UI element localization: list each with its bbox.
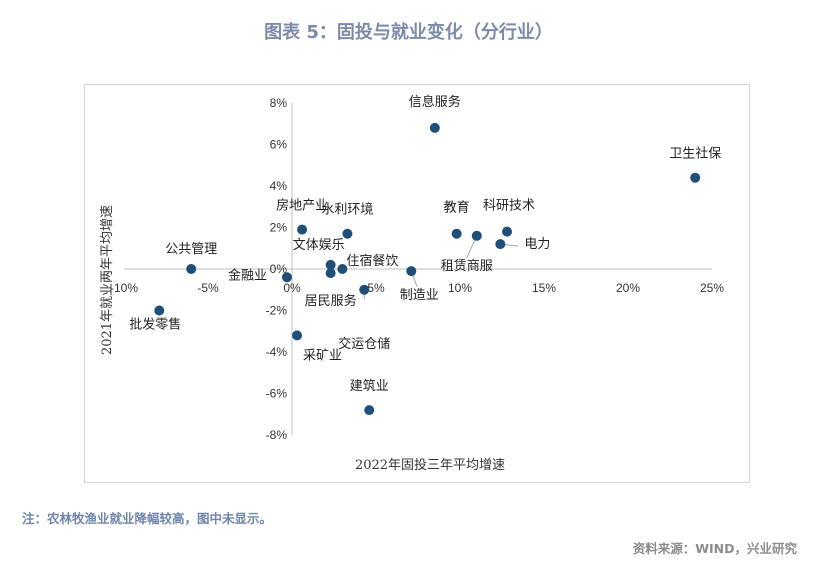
y-tick-label: 0% (270, 262, 288, 276)
scatter-point (337, 264, 348, 274)
footnote: 注：农林牧渔业就业降幅较高，图中未显示。 (22, 511, 273, 526)
point-label: 教育 (444, 200, 470, 216)
x-tick-label: 10% (448, 281, 472, 295)
scatter-point (471, 230, 482, 241)
y-axis-title: 2021年就业两年平均增速 (100, 204, 115, 356)
x-axis-title: 2022年固投三年平均增速 (354, 458, 506, 473)
point-label: 建筑业 (350, 378, 389, 394)
y-tick-label: -6% (266, 387, 288, 401)
y-tick-label: 4% (270, 179, 288, 193)
point-label: 住宿餐饮 (346, 253, 398, 269)
y-tick-label: 2% (270, 221, 288, 235)
scatter-point (451, 228, 462, 239)
point-label: 电力 (524, 237, 550, 252)
x-tick-label: 15% (532, 281, 556, 295)
data-points (154, 122, 701, 416)
scatter-point (186, 264, 197, 274)
point-label: 水利环境 (321, 203, 373, 218)
point-label: 卫生社保 (669, 146, 721, 162)
y-tick-label: 8% (270, 96, 288, 110)
point-label: 科研技术 (483, 199, 535, 214)
x-tick-label: 20% (616, 281, 640, 295)
y-tick-label: -8% (266, 428, 288, 442)
y-tick-labels: -8% -6% -4% -2% 0% 2% 4% 6% 8% (266, 96, 288, 442)
y-tick-label: -4% (266, 345, 288, 359)
scatter-point (364, 405, 375, 416)
scatter-point (342, 228, 353, 239)
x-tick-labels: -10% -5% 0% 5% 10% 15% 20% 25% (110, 281, 724, 295)
point-label: 文体娱乐 (293, 238, 345, 253)
point-label: 制造业 (400, 288, 439, 303)
point-label: 租赁商服 (441, 259, 493, 274)
scatter-point (325, 268, 336, 279)
scatter-point (495, 239, 506, 250)
scatter-point (429, 122, 440, 133)
scatter-point (502, 226, 513, 237)
point-label: 采矿业 (303, 348, 342, 363)
y-tick-label: 6% (270, 138, 288, 152)
point-label: 批发零售 (129, 317, 181, 333)
chart-title: 图表 5：固投与就业变化（分行业） (264, 22, 553, 43)
scatter-point (325, 259, 336, 270)
point-label: 居民服务 (305, 293, 357, 309)
x-tick-label: 5% (367, 281, 385, 295)
point-label: 房地产业 (276, 198, 328, 214)
scatter-point (359, 284, 370, 295)
x-tick-label: 25% (700, 281, 724, 295)
point-label: 金融业 (228, 267, 267, 283)
scatter-point (154, 305, 165, 316)
point-label: 交运仓储 (338, 336, 390, 352)
scatter-point (406, 266, 417, 277)
scatter-point (281, 272, 292, 283)
chart-frame (84, 84, 750, 483)
y-tick-label: -2% (266, 304, 288, 318)
x-tick-label: -10% (110, 281, 138, 295)
x-tick-label: 0% (283, 281, 301, 295)
point-label: 公共管理 (165, 242, 217, 257)
axes (124, 103, 712, 435)
x-tick-label: -5% (197, 281, 219, 295)
scatter-point (292, 330, 303, 341)
scatter-point (690, 172, 701, 183)
point-label: 信息服务 (409, 94, 461, 110)
scatter-point (297, 224, 308, 235)
source-line: 资料来源：WIND，兴业研究 (632, 541, 797, 556)
